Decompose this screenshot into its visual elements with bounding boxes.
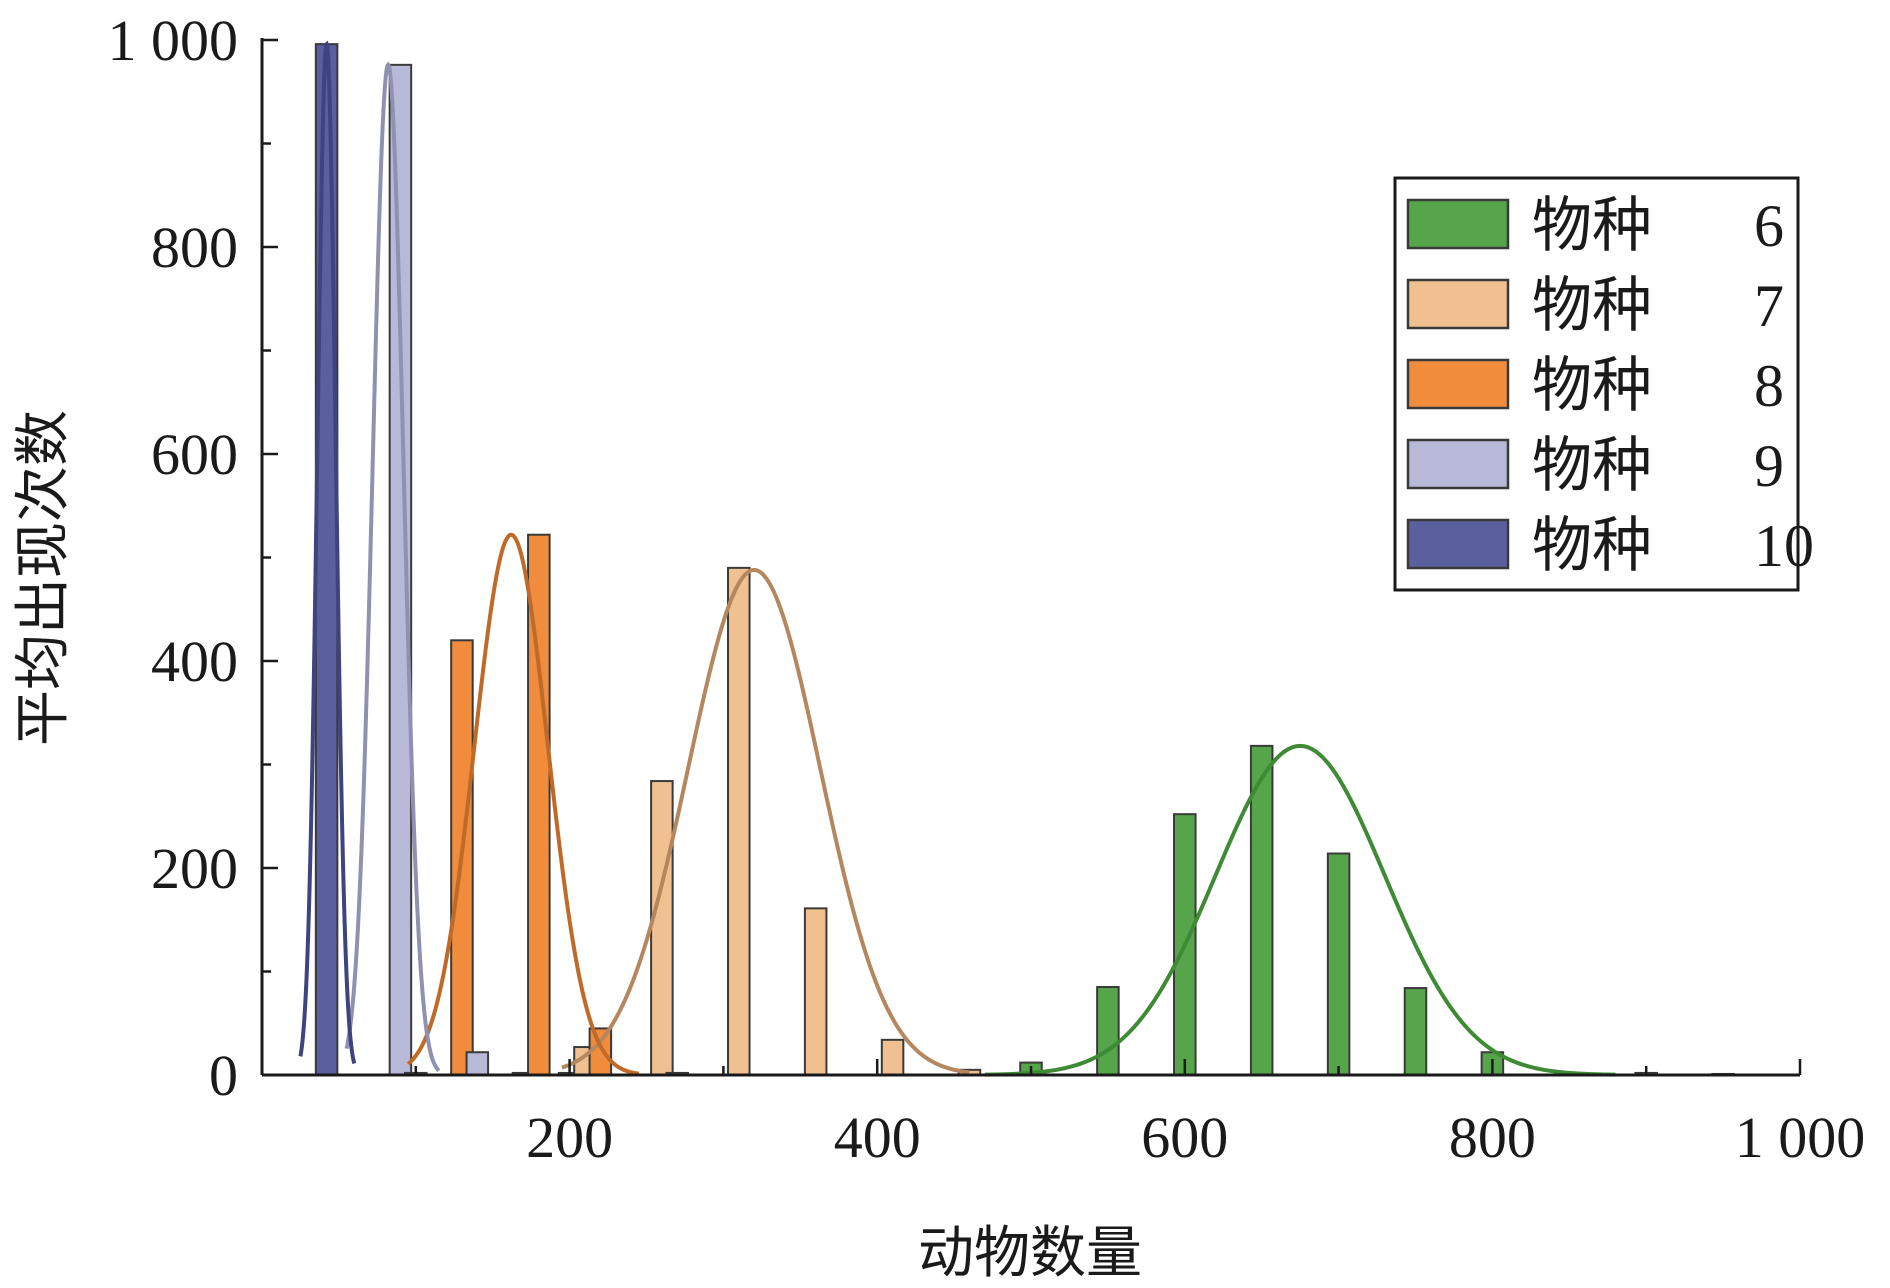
legend-swatch-series-7 [1406, 278, 1510, 330]
fit-curve-series-6 [984, 743, 1616, 1077]
x-tick-label: 800 [1449, 1105, 1536, 1170]
y-tick-label: 800 [151, 215, 238, 280]
legend-label-series-8: 物种 [1532, 353, 1652, 419]
fit-curve-series-8 [406, 532, 640, 1076]
legend-swatch-series-10 [1406, 518, 1510, 570]
bar-series-6-4 [1326, 852, 1351, 1077]
x-tick-label: 600 [1141, 1105, 1228, 1170]
y-tick-label: 0 [209, 1043, 238, 1108]
legend-label-series-6: 物种 [1532, 193, 1652, 259]
x-tick-label: 400 [834, 1105, 921, 1170]
y-tick-label: 400 [151, 629, 238, 694]
x-axis-title: 动物数量 [918, 1223, 1142, 1285]
bars-layer [314, 43, 1735, 1077]
legend-label-series-9: 物种 [1532, 433, 1652, 499]
legend-number-series-6: 6 [1754, 193, 1784, 259]
fit-curve-series-9 [344, 61, 441, 1073]
legend-swatch-series-6 [1406, 198, 1510, 250]
y-tick-label: 600 [151, 422, 238, 487]
legend-swatch-series-9 [1406, 438, 1510, 490]
x-tick-label: 1 000 [1735, 1105, 1866, 1170]
y-tick-label: 1 000 [108, 8, 239, 73]
y-axis-title: 平均出现次数 [13, 410, 75, 746]
y-tick-label: 200 [151, 836, 238, 901]
legend-swatch-series-8 [1406, 358, 1510, 410]
fit-curve-series-7 [561, 567, 970, 1075]
bar-series-7-2 [650, 780, 674, 1076]
axes [260, 38, 1802, 1077]
bar-series-6-5 [1403, 987, 1428, 1076]
bar-series-9-2 [465, 1051, 490, 1076]
x-tick-label: 200 [526, 1105, 613, 1170]
legend: 物种 6 物种 7 物种 8 物种 9 物种 10 [1393, 176, 1814, 592]
legend-number-series-9: 9 [1754, 433, 1784, 499]
fit-curves-layer [298, 40, 1616, 1077]
bar-series-7-6 [880, 1038, 905, 1077]
bar-series-7-4 [727, 566, 751, 1076]
legend-number-series-8: 8 [1754, 353, 1784, 419]
bar-series-10-0 [314, 43, 339, 1076]
legend-label-series-10: 物种 [1532, 513, 1652, 579]
bar-series-6-1 [1096, 986, 1120, 1077]
bar-series-7-5 [803, 907, 828, 1076]
legend-label-series-7: 物种 [1532, 273, 1652, 339]
tick-labels: 200 400 600 800 1 000 0 200 400 600 800 1 000 [108, 8, 1866, 1170]
fit-curve-series-10 [298, 40, 357, 1065]
legend-number-series-10: 10 [1754, 513, 1814, 579]
legend-items: 物种 6 物种 7 物种 8 物种 9 物种 10 [1406, 193, 1814, 579]
legend-number-series-7: 7 [1754, 273, 1784, 339]
